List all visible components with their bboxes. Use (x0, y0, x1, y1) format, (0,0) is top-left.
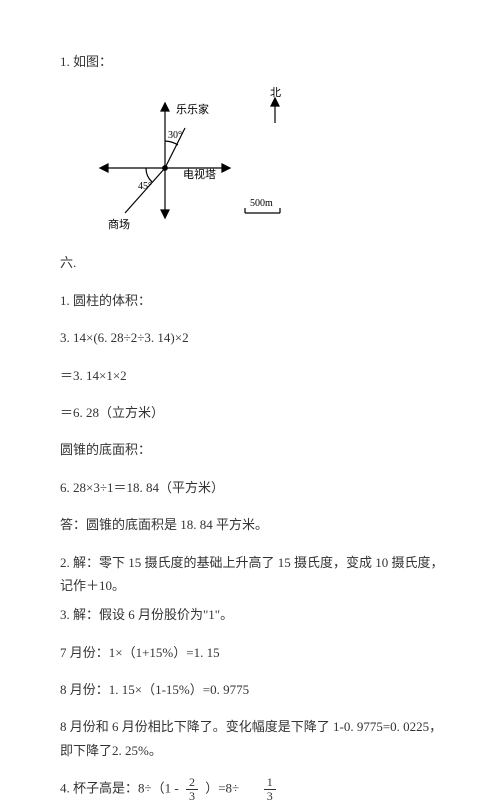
label-angle30: 30° (168, 130, 182, 141)
diagram-figure: 乐乐家 北 电视塔 商场 30° 45° 500m (80, 83, 450, 233)
label-tower: 电视塔 (183, 167, 216, 181)
text-line: 3. 解：假设 6 月份股价为"1"。 (60, 603, 450, 626)
fraction: 1 3 (264, 776, 276, 803)
label-north: 北 (270, 86, 281, 99)
question-1-label: 1. 如图： (60, 50, 450, 73)
label-angle45: 45° (138, 181, 152, 192)
text-line: 3. 14×(6. 28÷2÷3. 14)×2 (60, 326, 450, 349)
text-line: 2. 解：零下 15 摄氏度的基础上升高了 15 摄氏度，变成 10 摄氏度，记… (60, 551, 450, 598)
text-line: 8 月份和 6 月份相比下降了。变化幅度是下降了 1-0. 9775=0. 02… (60, 715, 450, 762)
text-line: ＝3. 14×1×2 (60, 364, 450, 387)
text-line: ＝6. 28（立方米） (60, 401, 450, 424)
text-line: 8 月份：1. 15×（1-15%）=0. 9775 (60, 678, 450, 701)
text-line: 6. 28×3÷1＝18. 84（平方米） (60, 476, 450, 499)
label-mall: 商场 (108, 217, 130, 231)
label-lele: 乐乐家 (176, 102, 209, 116)
text-line-fraction: 4. 杯子高是：8÷（1 - 2 3 ）=8÷ 1 3 (60, 776, 450, 803)
label-scale: 500m (250, 198, 273, 209)
text-line: 7 月份：1×（1+15%）=1. 15 (60, 641, 450, 664)
fraction: 2 3 (186, 776, 198, 803)
section-six-heading: 六. (60, 251, 450, 274)
text-fragment: ）=8÷ (205, 781, 239, 796)
text-fragment: 4. 杯子高是：8÷（1 - (60, 781, 182, 796)
text-line: 答：圆锥的底面积是 18. 84 平方米。 (60, 513, 450, 536)
text-line: 1. 圆柱的体积： (60, 289, 450, 312)
text-line: 圆锥的底面积： (60, 438, 450, 461)
